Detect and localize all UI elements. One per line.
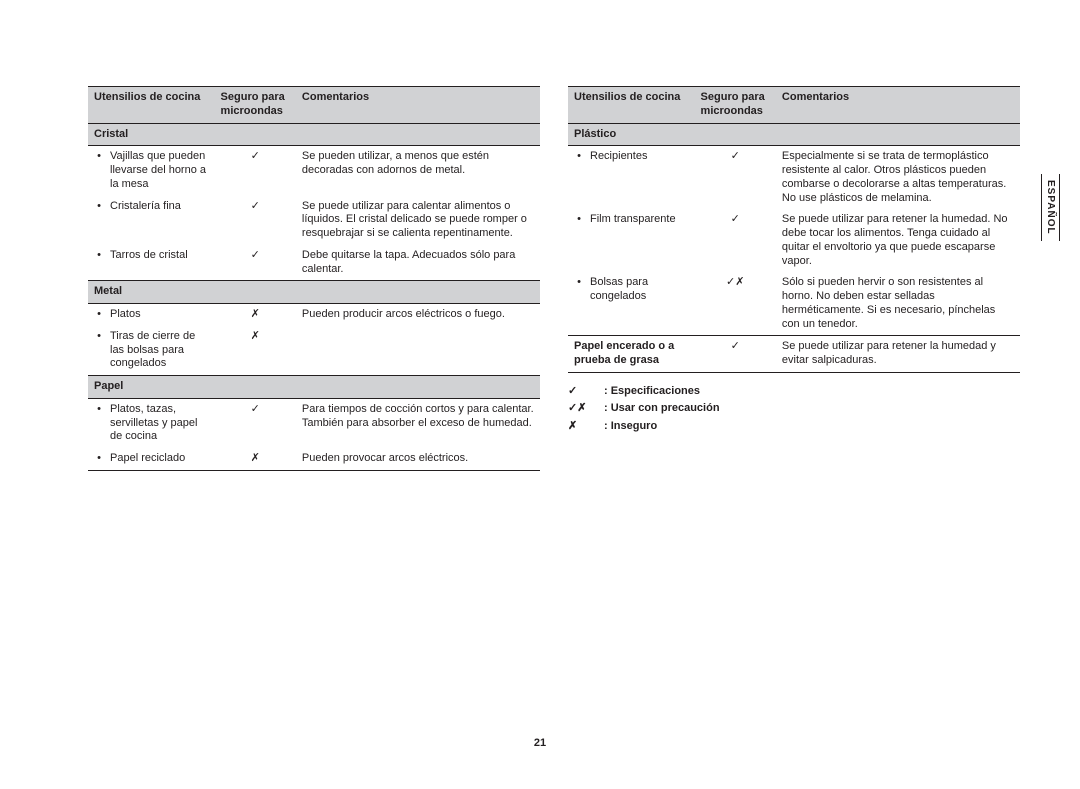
item-text: Cristalería fina: [110, 200, 181, 214]
legend-label: : Especificaciones: [604, 383, 700, 401]
header-utensilios: Utensilios de cocina: [88, 87, 215, 124]
item-text: Recipientes: [590, 150, 647, 164]
item-text: Papel reciclado: [110, 452, 185, 466]
page-number: 21: [0, 737, 1080, 749]
legend-label: : Usar con precaución: [604, 400, 720, 418]
header-comentarios: Comentarios: [296, 87, 540, 124]
table-row: •Tiras de cierre de las bolsas para cong…: [88, 326, 540, 376]
cell-comment: Se pueden utilizar, a menos que estén de…: [296, 146, 540, 196]
cell-item: •Tiras de cierre de las bolsas para cong…: [88, 326, 215, 376]
cell-symbol: ✓: [215, 245, 296, 281]
language-tab: ESPAÑOL: [1041, 174, 1060, 241]
table-row: •Platos✗Pueden producir arcos eléctricos…: [88, 304, 540, 326]
cell-symbol: ✓: [215, 146, 296, 196]
cell-symbol: ✗: [215, 326, 296, 376]
left-column: Utensilios de cocina Seguro para microon…: [88, 86, 540, 471]
section-row: Plástico: [568, 123, 1020, 146]
cell-symbol: ✗: [215, 448, 296, 470]
content-columns: Utensilios de cocina Seguro para microon…: [88, 86, 1020, 471]
section-row: Papel: [88, 376, 540, 399]
cell-item: Papel encerado o a prueba de grasa: [568, 336, 695, 373]
right-table: Utensilios de cocina Seguro para microon…: [568, 86, 1020, 373]
cell-symbol: ✓: [215, 398, 296, 448]
cell-comment: Sólo si pueden hervir o son resistentes …: [776, 272, 1020, 336]
table-row: •Papel reciclado✗Pueden provocar arcos e…: [88, 448, 540, 470]
item-text: Tiras de cierre de las bolsas para conge…: [110, 330, 209, 371]
cell-symbol: ✗: [215, 304, 296, 326]
cell-comment: Debe quitarse la tapa. Adecuados sólo pa…: [296, 245, 540, 281]
cell-symbol: ✓: [695, 336, 776, 373]
page: Utensilios de cocina Seguro para microon…: [0, 0, 1080, 789]
cell-item: •Recipientes: [568, 146, 695, 210]
cell-comment: Para tiempos de cocción cortos y para ca…: [296, 398, 540, 448]
cell-comment: Se puede utilizar para retener la humeda…: [776, 336, 1020, 373]
cell-comment: Pueden producir arcos eléctricos o fuego…: [296, 304, 540, 326]
header-comentarios: Comentarios: [776, 87, 1020, 124]
cell-item: •Cristalería fina: [88, 196, 215, 245]
table-row: •Cristalería fina✓Se puede utilizar para…: [88, 196, 540, 245]
section-title: Papel: [88, 376, 540, 399]
cell-comment: Se puede utilizar para retener la humeda…: [776, 209, 1020, 272]
cell-comment: [296, 326, 540, 376]
item-text: Platos, tazas, servilletas y papel de co…: [110, 403, 209, 444]
table-row: •Film transparente✓Se puede utilizar par…: [568, 209, 1020, 272]
table-row: •Vajillas que pueden llevarse del horno …: [88, 146, 540, 196]
table-row: •Platos, tazas, servilletas y papel de c…: [88, 398, 540, 448]
left-table: Utensilios de cocina Seguro para microon…: [88, 86, 540, 471]
legend-row: ✓✗ : Usar con precaución: [568, 400, 1020, 418]
section-title: Metal: [88, 281, 540, 304]
table-row: •Recipientes✓Especialmente si se trata d…: [568, 146, 1020, 210]
legend: ✓ : Especificaciones ✓✗ : Usar con precauci…: [568, 383, 1020, 436]
table-header-row: Utensilios de cocina Seguro para microon…: [568, 87, 1020, 124]
table-row: •Tarros de cristal✓Debe quitarse la tapa…: [88, 245, 540, 281]
cell-comment: Pueden provocar arcos eléctricos.: [296, 448, 540, 470]
cell-symbol: ✓✗: [695, 272, 776, 336]
legend-row: ✓ : Especificaciones: [568, 383, 1020, 401]
legend-label: : Inseguro: [604, 418, 657, 436]
cell-symbol: ✓: [695, 146, 776, 210]
cell-item: •Platos, tazas, servilletas y papel de c…: [88, 398, 215, 448]
cell-item: •Bolsas para congelados: [568, 272, 695, 336]
section-title: Cristal: [88, 123, 540, 146]
cell-item: •Platos: [88, 304, 215, 326]
header-utensilios: Utensilios de cocina: [568, 87, 695, 124]
legend-symbol: ✓✗: [568, 400, 594, 418]
section-title: Plástico: [568, 123, 1020, 146]
cell-comment: Especialmente si se trata de termoplásti…: [776, 146, 1020, 210]
item-text: Vajillas que pueden llevarse del horno a…: [110, 150, 209, 191]
item-text: Bolsas para congelados: [590, 276, 689, 304]
cell-item: •Film transparente: [568, 209, 695, 272]
header-seguro: Seguro para microondas: [695, 87, 776, 124]
right-column: Utensilios de cocina Seguro para microon…: [568, 86, 1020, 471]
header-seguro: Seguro para microondas: [215, 87, 296, 124]
legend-symbol: ✗: [568, 418, 594, 436]
table-row: Papel encerado o a prueba de grasa✓Se pu…: [568, 336, 1020, 373]
table-header-row: Utensilios de cocina Seguro para microon…: [88, 87, 540, 124]
item-text: Tarros de cristal: [110, 249, 188, 263]
cell-symbol: ✓: [695, 209, 776, 272]
cell-comment: Se puede utilizar para calentar alimento…: [296, 196, 540, 245]
cell-item: •Tarros de cristal: [88, 245, 215, 281]
cell-item: •Papel reciclado: [88, 448, 215, 470]
table-row: •Bolsas para congelados✓✗Sólo si pueden …: [568, 272, 1020, 336]
cell-symbol: ✓: [215, 196, 296, 245]
cell-item: •Vajillas que pueden llevarse del horno …: [88, 146, 215, 196]
section-row: Metal: [88, 281, 540, 304]
item-text: Platos: [110, 308, 141, 322]
section-row: Cristal: [88, 123, 540, 146]
item-text: Film transparente: [590, 213, 676, 227]
legend-symbol: ✓: [568, 383, 594, 401]
legend-row: ✗ : Inseguro: [568, 418, 1020, 436]
